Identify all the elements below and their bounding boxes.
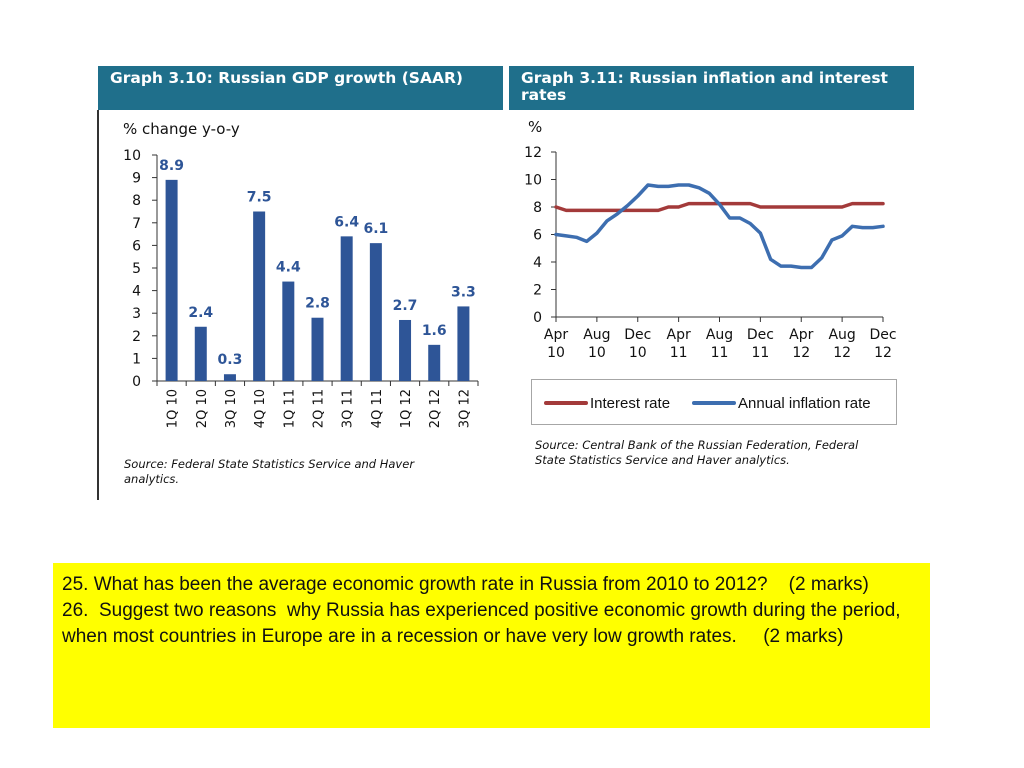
inflation-source-note: Source: Central Bank of the Russian Fede… bbox=[535, 438, 859, 467]
legend-item-interest-rate: Interest rate bbox=[544, 380, 670, 426]
gdp-bar-value-label: 8.9 bbox=[159, 158, 184, 174]
legend-label-inflation-rate: Annual inflation rate bbox=[738, 394, 871, 412]
gdp-bar bbox=[428, 344, 441, 381]
gdp-y-tick-label: 8 bbox=[132, 193, 141, 209]
gdp-bar bbox=[340, 236, 353, 381]
inflation-y-tick-label: 8 bbox=[533, 200, 542, 216]
gdp-x-tick-label: 1Q 11 bbox=[282, 389, 297, 428]
gdp-bar-value-label: 2.4 bbox=[188, 305, 213, 321]
legend-item-inflation-rate: Annual inflation rate bbox=[692, 380, 871, 426]
gdp-bar bbox=[399, 319, 412, 381]
gdp-bar bbox=[165, 179, 178, 381]
gdp-y-tick-label: 9 bbox=[132, 171, 141, 187]
inflation-chart-title: Graph 3.11: Russian inflation and intere… bbox=[509, 66, 914, 110]
inflation-x-tick-label-year: 10 bbox=[588, 345, 606, 361]
gdp-bar-value-label: 3.3 bbox=[451, 284, 476, 300]
gdp-y-tick-label: 7 bbox=[132, 216, 141, 232]
inflation-y-tick-label: 4 bbox=[533, 255, 542, 271]
inflation-y-tick-label: 0 bbox=[533, 310, 542, 326]
gdp-bar-value-label: 4.4 bbox=[276, 260, 301, 276]
gdp-y-tick-label: 10 bbox=[123, 148, 141, 164]
gdp-x-tick-label: 4Q 10 bbox=[253, 389, 268, 428]
inflation-x-tick-label-month: Aug bbox=[706, 327, 733, 343]
gdp-bar bbox=[311, 317, 324, 381]
question-25: 25. What has been the average economic g… bbox=[62, 574, 869, 595]
gdp-chart-title: Graph 3.10: Russian GDP growth (SAAR) bbox=[98, 66, 503, 110]
gdp-x-tick-label: 1Q 12 bbox=[399, 389, 414, 428]
gdp-bar bbox=[253, 211, 266, 381]
gdp-x-tick-label: 2Q 10 bbox=[195, 389, 210, 428]
left-divider bbox=[97, 110, 99, 500]
gdp-bar-value-label: 0.3 bbox=[218, 352, 243, 368]
inflation-x-tick-label-year: 10 bbox=[629, 345, 647, 361]
gdp-bar bbox=[457, 306, 470, 381]
gdp-bar-value-label: 7.5 bbox=[247, 190, 272, 206]
inflation-x-tick-label-year: 11 bbox=[670, 345, 688, 361]
gdp-x-tick-label: 3Q 11 bbox=[341, 389, 356, 428]
chart-legend: Interest rate Annual inflation rate bbox=[531, 379, 897, 425]
gdp-bar bbox=[282, 281, 295, 381]
interest-rate-swatch bbox=[544, 401, 588, 405]
gdp-x-tick-label: 2Q 12 bbox=[428, 389, 443, 428]
gdp-bar bbox=[223, 374, 236, 381]
gdp-bar-value-label: 6.1 bbox=[363, 221, 388, 237]
gdp-bar-value-label: 2.7 bbox=[393, 298, 418, 314]
gdp-x-tick-label: 2Q 11 bbox=[312, 389, 327, 428]
inflation-x-tick-label-month: Dec bbox=[624, 327, 651, 343]
inflation-x-tick-label-month: Apr bbox=[789, 327, 813, 343]
gdp-unit-label: % change y-o-y bbox=[123, 120, 240, 138]
inflation-unit-label: % bbox=[528, 118, 542, 136]
gdp-y-tick-label: 4 bbox=[132, 284, 141, 300]
inflation-x-tick-label-month: Aug bbox=[828, 327, 855, 343]
gdp-source-note: Source: Federal State Statistics Service… bbox=[124, 457, 415, 486]
inflation-x-tick-label-month: Dec bbox=[747, 327, 774, 343]
inflation-line-chart: % 0 2 4 6 8 10 12 Apr 10 Aug 10 Dec 10 Apr 11 Aug 11 Dec 1… bbox=[524, 118, 896, 361]
gdp-y-tick-label: 0 bbox=[132, 374, 141, 390]
gdp-y-tick-label: 5 bbox=[132, 261, 141, 277]
gdp-y-tick-label: 6 bbox=[132, 238, 141, 254]
question-box: 25. What has been the average economic g… bbox=[53, 563, 930, 728]
gdp-x-tick-label: 3Q 10 bbox=[224, 389, 239, 428]
gdp-bar-value-label: 2.8 bbox=[305, 296, 330, 312]
gdp-bar bbox=[194, 326, 207, 381]
gdp-y-tick-label: 1 bbox=[132, 351, 141, 367]
inflation-rate-line bbox=[554, 183, 885, 270]
gdp-bar bbox=[369, 243, 382, 381]
inflation-x-tick-label-year: 11 bbox=[711, 345, 729, 361]
legend-label-interest-rate: Interest rate bbox=[590, 394, 671, 412]
gdp-bar-chart: % change y-o-y 0 1 2 3 4 5 6 7 8 9 10 1Q 10 2Q 10 3Q … bbox=[123, 120, 479, 428]
gdp-y-tick-label: 2 bbox=[132, 329, 141, 345]
inflation-x-tick-label-year: 10 bbox=[547, 345, 565, 361]
inflation-y-tick-label: 10 bbox=[524, 173, 542, 189]
question-26: 26. Suggest two reasons why Russia has e… bbox=[62, 600, 906, 647]
inflation-x-tick-label-year: 11 bbox=[751, 345, 769, 361]
inflation-x-tick-label-year: 12 bbox=[833, 345, 851, 361]
inflation-x-tick-label-month: Apr bbox=[667, 327, 691, 343]
gdp-y-tick-label: 3 bbox=[132, 306, 141, 322]
gdp-x-tick-label: 1Q 10 bbox=[166, 389, 181, 428]
inflation-x-tick-label-month: Apr bbox=[544, 327, 568, 343]
gdp-x-tick-label: 4Q 11 bbox=[370, 389, 385, 428]
inflation-x-tick-label-month: Aug bbox=[583, 327, 610, 343]
gdp-bar-value-label: 6.4 bbox=[334, 214, 359, 230]
inflation-x-tick-label-month: Dec bbox=[869, 327, 896, 343]
gdp-x-tick-label: 3Q 12 bbox=[457, 389, 472, 428]
inflation-y-tick-label: 6 bbox=[533, 228, 542, 244]
inflation-rate-swatch bbox=[692, 401, 736, 405]
inflation-x-tick-label-year: 12 bbox=[792, 345, 810, 361]
gdp-bar-value-label: 1.6 bbox=[422, 323, 447, 339]
inflation-y-tick-label: 12 bbox=[524, 145, 542, 161]
inflation-y-tick-label: 2 bbox=[533, 283, 542, 299]
inflation-x-tick-label-year: 12 bbox=[874, 345, 892, 361]
